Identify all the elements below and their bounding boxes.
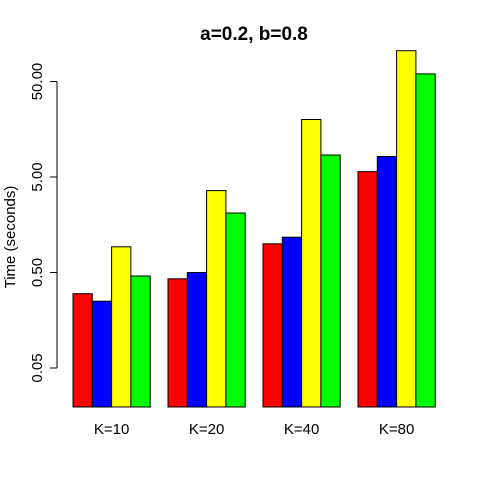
bar-k40-s2 xyxy=(281,236,303,408)
bar-k20-s3 xyxy=(206,190,227,408)
y-tick-label: 50.00 xyxy=(29,63,46,101)
bar-k40-s1 xyxy=(262,243,283,408)
x-tick-label: K=10 xyxy=(94,421,129,438)
bar-k20-s2 xyxy=(186,272,208,408)
bar-k10-s1 xyxy=(72,293,93,408)
bar-k80-s2 xyxy=(376,156,398,408)
bar-k10-s2 xyxy=(91,300,113,408)
chart-title: a=0.2, b=0.8 xyxy=(200,24,308,45)
y-axis-label: Time (seconds) xyxy=(2,186,19,289)
y-tick-label: 0.05 xyxy=(29,353,46,382)
x-tick-label: K=80 xyxy=(379,421,414,438)
plot-area: K=10 K=20 K=40 K=80 0.05 0.50 5.00 50.00 xyxy=(29,50,436,438)
x-tick-label: K=40 xyxy=(284,421,319,438)
bar-k10-s3 xyxy=(111,246,132,408)
bar-k80-s3 xyxy=(396,50,417,408)
bar-k20-s1 xyxy=(167,278,188,408)
bar-k20-s4 xyxy=(225,212,246,408)
bar-k40-s3 xyxy=(301,119,322,408)
y-tick-label: 5.00 xyxy=(29,162,46,191)
bar-k80-s4 xyxy=(415,73,436,408)
bar-k80-s1 xyxy=(357,171,378,408)
x-tick-label: K=20 xyxy=(189,421,224,438)
bar-k10-s4 xyxy=(130,275,151,408)
bar-k40-s4 xyxy=(320,154,341,408)
y-tick-label: 0.50 xyxy=(29,258,46,287)
